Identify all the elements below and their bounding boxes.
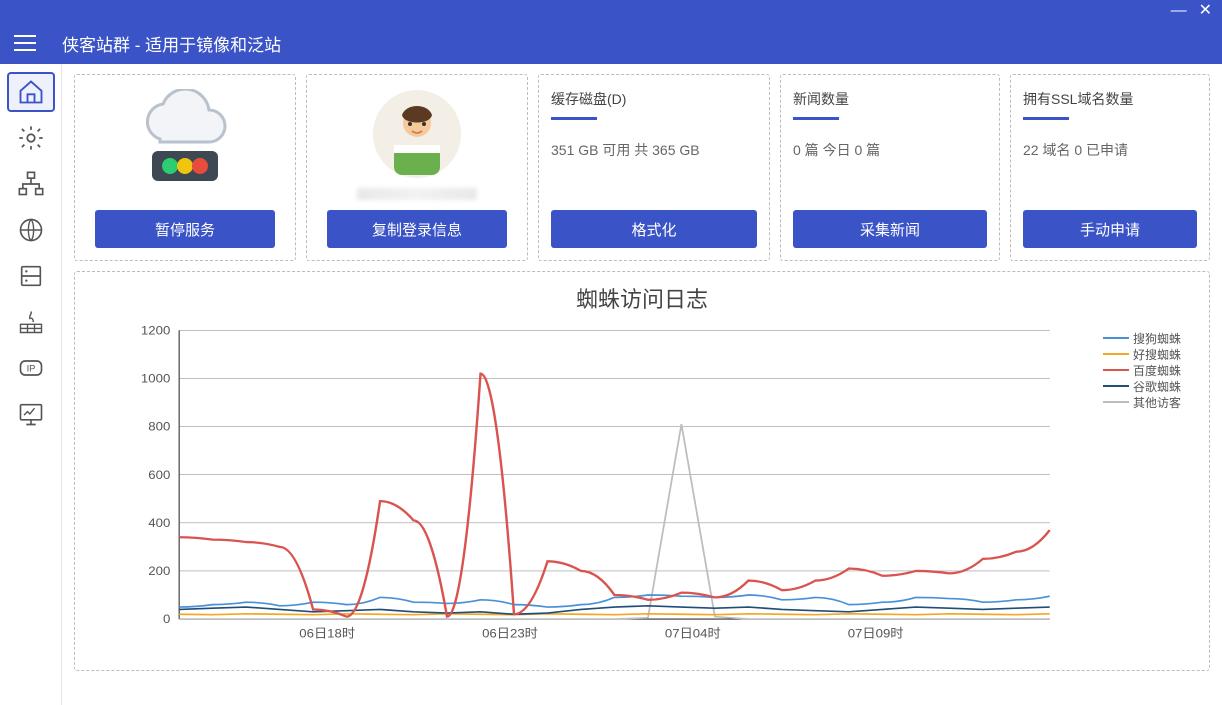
globe-icon <box>17 216 45 244</box>
svg-text:06日18时: 06日18时 <box>299 626 355 640</box>
svg-text:600: 600 <box>148 467 170 481</box>
blurred-username <box>357 188 477 200</box>
gear-icon <box>17 124 45 152</box>
sidebar-item-server[interactable] <box>7 256 55 296</box>
card-login: 复制登录信息 <box>306 74 528 261</box>
svg-text:IP: IP <box>26 364 35 374</box>
disk-bar <box>551 117 597 120</box>
spider-log-chart: 蜘蛛访问日志 0 200 400 600 800 1000 1200 06日18时 06日23时… <box>74 271 1210 671</box>
minimize-button[interactable]: — <box>1171 3 1187 19</box>
ssl-bar <box>1023 117 1069 120</box>
legend-item-sogou[interactable]: 搜狗蜘蛛 <box>1103 330 1181 346</box>
legend-item-google[interactable]: 谷歌蜘蛛 <box>1103 378 1181 394</box>
news-bar <box>793 117 839 120</box>
legend-item-haosou[interactable]: 好搜蜘蛛 <box>1103 346 1181 362</box>
card-ssl: 拥有SSL域名数量 22 域名 0 已申请 手动申请 <box>1010 74 1210 261</box>
sidebar: IP <box>0 64 62 705</box>
title-bar: — ✕ <box>0 0 1222 22</box>
svg-text:1200: 1200 <box>141 323 170 337</box>
legend-item-baidu[interactable]: 百度蜘蛛 <box>1103 362 1181 378</box>
card-service: 暂停服务 <box>74 74 296 261</box>
sidebar-item-home[interactable] <box>7 72 55 112</box>
svg-text:07日09时: 07日09时 <box>848 626 904 640</box>
ip-icon: IP <box>17 354 45 382</box>
sidebar-item-monitor[interactable] <box>7 394 55 434</box>
home-icon <box>17 78 45 106</box>
main-content: 暂停服务 复制登录信息 缓存 <box>62 64 1222 705</box>
svg-text:400: 400 <box>148 515 170 529</box>
menu-icon[interactable] <box>14 35 36 51</box>
disk-title: 缓存磁盘(D) <box>551 89 757 109</box>
avatar-icon <box>372 89 462 184</box>
card-disk: 缓存磁盘(D) 351 GB 可用 共 365 GB 格式化 <box>538 74 770 261</box>
monitor-icon <box>17 400 45 428</box>
close-button[interactable]: ✕ <box>1199 3 1212 19</box>
copy-login-button[interactable]: 复制登录信息 <box>327 210 507 248</box>
app-header: 侠客站群 - 适用于镜像和泛站 <box>0 22 1222 64</box>
ssl-text: 22 域名 0 已申请 <box>1023 140 1197 160</box>
svg-text:800: 800 <box>148 419 170 433</box>
pause-service-button[interactable]: 暂停服务 <box>95 210 275 248</box>
svg-text:200: 200 <box>148 563 170 577</box>
svg-text:07日04时: 07日04时 <box>665 626 721 640</box>
legend-item-other[interactable]: 其他访客 <box>1103 394 1181 410</box>
svg-text:1000: 1000 <box>141 371 170 385</box>
dashboard-cards: 暂停服务 复制登录信息 缓存 <box>74 74 1210 261</box>
sidebar-item-sitemap[interactable] <box>7 164 55 204</box>
chart-svg: 0 200 400 600 800 1000 1200 06日18时 06日23时 07日04时 0… <box>91 320 1193 650</box>
chart-legend: 搜狗蜘蛛好搜蜘蛛百度蜘蛛谷歌蜘蛛其他访客 <box>1103 330 1181 410</box>
chart-title: 蜘蛛访问日志 <box>91 282 1193 314</box>
sidebar-item-firewall[interactable] <box>7 302 55 342</box>
firewall-icon <box>17 308 45 336</box>
sidebar-item-globe[interactable] <box>7 210 55 250</box>
cloud-traffic-icon <box>130 89 240 194</box>
sidebar-item-settings[interactable] <box>7 118 55 158</box>
sidebar-item-ip[interactable]: IP <box>7 348 55 388</box>
server-icon <box>17 262 45 290</box>
sitemap-icon <box>17 170 45 198</box>
format-button[interactable]: 格式化 <box>551 210 757 248</box>
disk-text: 351 GB 可用 共 365 GB <box>551 140 757 160</box>
news-text: 0 篇 今日 0 篇 <box>793 140 987 160</box>
card-news: 新闻数量 0 篇 今日 0 篇 采集新闻 <box>780 74 1000 261</box>
app-title: 侠客站群 - 适用于镜像和泛站 <box>62 31 281 56</box>
svg-text:0: 0 <box>163 612 170 626</box>
apply-ssl-button[interactable]: 手动申请 <box>1023 210 1197 248</box>
news-title: 新闻数量 <box>793 89 987 109</box>
ssl-title: 拥有SSL域名数量 <box>1023 89 1197 109</box>
collect-news-button[interactable]: 采集新闻 <box>793 210 987 248</box>
svg-text:06日23时: 06日23时 <box>482 626 538 640</box>
